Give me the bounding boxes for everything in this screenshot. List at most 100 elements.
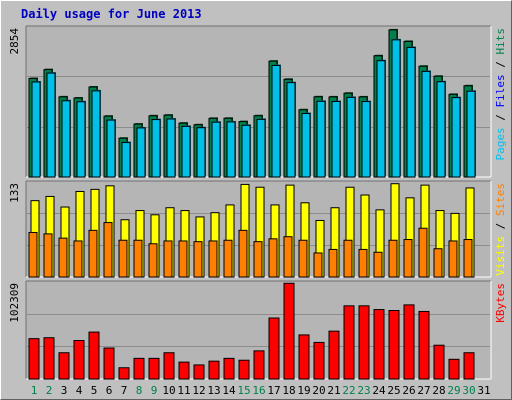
kbytes-bar — [313, 341, 325, 380]
x-tick-label: 6 — [106, 384, 113, 397]
sites-bar — [298, 239, 308, 278]
sites-bar — [313, 252, 323, 278]
ymax-label-visits: 133 — [8, 183, 21, 203]
kbytes-bar — [163, 352, 175, 380]
files-bar — [286, 82, 296, 178]
kbytes-bar — [223, 357, 235, 380]
x-tick-label: 12 — [192, 384, 205, 397]
files-bar — [166, 118, 176, 178]
x-tick-label: 13 — [207, 384, 220, 397]
x-tick-label: 23 — [357, 384, 370, 397]
x-tick-label: 14 — [222, 384, 236, 397]
x-tick-label: 22 — [342, 384, 355, 397]
sites-bar — [118, 239, 128, 278]
x-tick-label: 8 — [136, 384, 143, 397]
legend-entry-pages: Pages — [494, 127, 507, 160]
files-bar — [106, 119, 116, 178]
sites-bar — [163, 240, 173, 278]
legend-separator: / — [494, 55, 507, 75]
files-bar — [61, 100, 71, 178]
sites-bar — [433, 248, 443, 278]
x-tick-label: 11 — [177, 384, 190, 397]
kbytes-bar — [268, 317, 280, 380]
x-tick-label: 10 — [162, 384, 175, 397]
legend-entry-hits: Hits — [494, 28, 507, 55]
ymax-label-hits: 2854 — [8, 28, 21, 55]
files-bar — [181, 125, 191, 178]
sites-bar — [193, 241, 203, 278]
sites-bar — [73, 240, 83, 278]
kbytes-bar — [178, 361, 190, 380]
kbytes-bar — [403, 304, 415, 380]
x-tick-label: 28 — [432, 384, 445, 397]
sites-bar — [268, 238, 278, 278]
x-tick-label: 1 — [31, 384, 38, 397]
files-bar — [436, 81, 446, 178]
kbytes-bar — [448, 358, 460, 380]
kbytes-bar — [103, 347, 115, 380]
sites-bar — [133, 239, 143, 278]
sites-bar — [208, 240, 218, 278]
sites-bar — [418, 227, 428, 278]
x-tick-label: 31 — [477, 384, 490, 397]
x-tick-label: 9 — [151, 384, 158, 397]
x-tick-label: 27 — [417, 384, 430, 397]
sites-bar — [463, 239, 473, 278]
kbytes-bar — [208, 360, 220, 380]
x-tick-label: 24 — [372, 384, 386, 397]
files-bar — [376, 60, 386, 178]
files-bar — [421, 70, 431, 178]
kbytes-bar — [298, 334, 310, 380]
sites-bar — [58, 237, 68, 278]
kbytes-bar — [373, 309, 385, 380]
legend-entry-sites: Sites — [494, 183, 507, 216]
kbytes-bar — [418, 310, 430, 380]
sites-bar — [28, 231, 38, 278]
legend-entry-visits: Visits — [494, 236, 507, 276]
kbytes-bar — [388, 310, 400, 380]
sites-bar — [328, 248, 338, 278]
kbytes-bar — [43, 337, 55, 380]
ymax-label-kbytes: 102309 — [8, 283, 21, 323]
x-tick-label: 5 — [91, 384, 98, 397]
files-bar — [226, 121, 236, 178]
x-tick-label: 26 — [402, 384, 415, 397]
files-bar — [46, 72, 56, 178]
sites-bar — [103, 222, 113, 278]
sites-bar — [223, 239, 233, 278]
x-tick-label: 17 — [267, 384, 280, 397]
files-bar — [76, 101, 86, 178]
sites-bar — [388, 239, 398, 278]
kbytes-bar — [73, 340, 85, 380]
kbytes-bar — [118, 367, 130, 380]
sites-bar — [88, 229, 98, 278]
files-bar — [301, 113, 311, 178]
x-tick-label: 19 — [297, 384, 310, 397]
sites-bar — [178, 240, 188, 278]
x-tick-label: 15 — [237, 384, 250, 397]
files-bar — [361, 101, 371, 178]
legend-3: KBytes — [494, 283, 507, 323]
sites-bar — [343, 239, 353, 278]
x-tick-label: 7 — [121, 384, 128, 397]
files-bar — [406, 46, 416, 178]
legend-entry-kbytes: KBytes — [494, 283, 507, 323]
x-tick-label: 30 — [462, 384, 475, 397]
sites-bar — [283, 236, 293, 278]
sites-bar — [448, 240, 458, 278]
sites-bar — [43, 233, 53, 278]
kbytes-bar — [253, 350, 265, 380]
x-tick-label: 16 — [252, 384, 265, 397]
legend-entry-files: Files — [494, 74, 507, 107]
kbytes-bar — [433, 344, 445, 380]
files-bar — [196, 127, 206, 178]
x-tick-label: 29 — [447, 384, 460, 397]
files-bar — [151, 119, 161, 178]
kbytes-bar — [58, 352, 70, 380]
sites-bar — [238, 229, 248, 278]
files-bar — [121, 142, 131, 178]
sites-bar — [253, 241, 263, 278]
x-tick-label: 18 — [282, 384, 295, 397]
